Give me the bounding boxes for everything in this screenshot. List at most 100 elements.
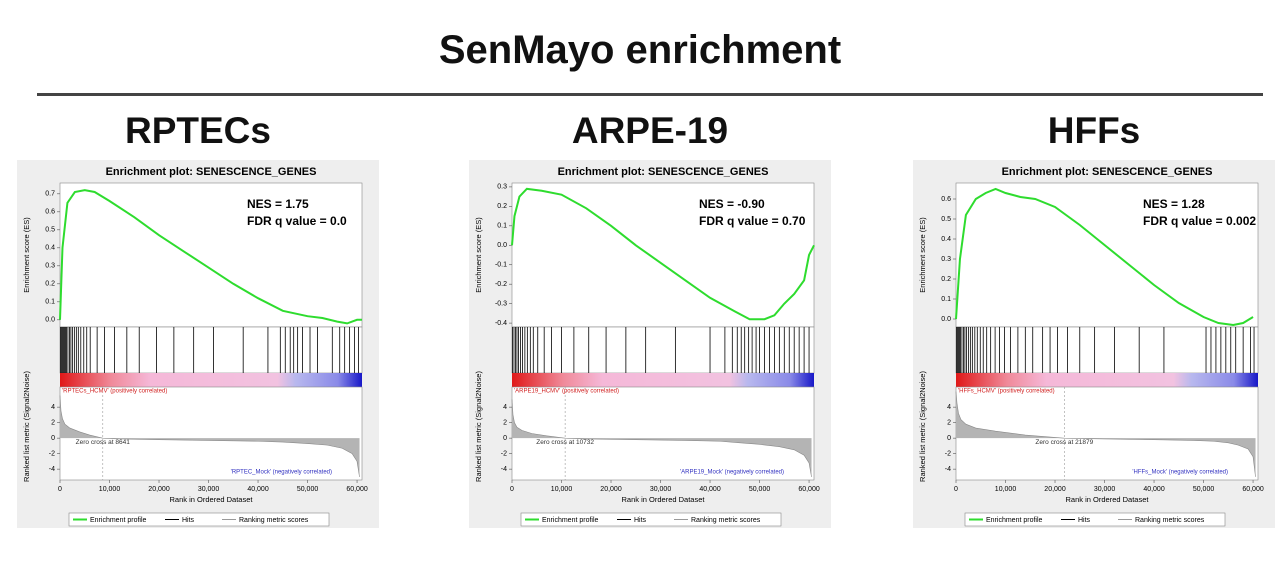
panel-heading: ARPE-19: [571, 110, 729, 151]
positive-label: 'HFFs_HCMV' (positively correlated): [958, 389, 1055, 395]
x-tick-label: 40,000: [1143, 486, 1165, 493]
legend-label: Enrichment profile: [90, 517, 147, 524]
annotation: FDR q value = 0.0: [247, 214, 347, 228]
metric-y-tick-label: -2: [501, 450, 507, 457]
x-tick-label: 30,000: [650, 486, 672, 493]
metric-y-tick-label: 2: [947, 419, 951, 426]
zero-cross-label: Zero cross at 10732: [536, 439, 594, 446]
legend-box: [964, 512, 1226, 527]
y-tick-label: 0.2: [941, 276, 951, 283]
legend-label: Hits: [634, 517, 647, 524]
negative-label: 'RPTEC_Mock' (negatively correlated): [231, 470, 332, 476]
x-tick-label: 10,000: [99, 486, 121, 493]
x-tick-label: 20,000: [1044, 486, 1066, 493]
hits-area: [511, 326, 815, 374]
y-tick-label: 0.5: [941, 216, 951, 223]
y-tick-label: -0.3: [495, 300, 507, 307]
x-axis-label: Rank in Ordered Dataset: [622, 495, 706, 504]
y-tick-label: 0.2: [45, 281, 55, 288]
y-tick-label: 0.0: [497, 242, 507, 249]
y-axis-label: Enrichment score (ES): [22, 217, 31, 293]
rank-color-bar: [60, 373, 362, 387]
x-tick-label: 50,000: [1193, 486, 1215, 493]
gsea-panel: Enrichment plot: SENESCENCE_GENES NES = 1…: [17, 160, 379, 528]
metric-y-tick-label: 2: [503, 419, 507, 426]
x-tick-label: 20,000: [148, 486, 170, 493]
y-tick-label: 0.1: [45, 299, 55, 306]
legend-label: Hits: [1078, 517, 1091, 524]
x-tick-label: 60,000: [1242, 486, 1264, 493]
y-tick-label: 0.4: [45, 245, 55, 252]
x-axis-label: Rank in Ordered Dataset: [1066, 495, 1150, 504]
legend-label: Ranking metric scores: [1135, 517, 1205, 524]
metric-y-tick-label: 2: [51, 419, 55, 426]
negative-label: 'ARPE19_Mock' (negatively correlated): [680, 470, 784, 476]
x-tick-label: 50,000: [749, 486, 771, 493]
zero-cross-label: Zero cross at 21879: [1035, 439, 1093, 446]
annotation: NES = 1.75: [247, 197, 309, 211]
es-area: [511, 182, 815, 328]
metric-area: [59, 386, 363, 481]
metric-y-axis-label: Ranked list metric (Signal2Noise): [22, 371, 31, 482]
legend-label: Ranking metric scores: [691, 517, 761, 524]
y-tick-label: 0.1: [941, 296, 951, 303]
x-tick-label: 0: [510, 486, 514, 493]
x-tick-label: 40,000: [247, 486, 269, 493]
annotation: FDR q value = 0.70: [699, 214, 806, 228]
plot-title: Enrichment plot: SENESCENCE_GENES: [558, 166, 769, 178]
metric-y-tick-label: 4: [51, 404, 55, 411]
plot-title: Enrichment plot: SENESCENCE_GENES: [1002, 166, 1213, 178]
x-tick-label: 10,000: [995, 486, 1017, 493]
y-tick-label: 0.3: [45, 263, 55, 270]
annotation: NES = 1.28: [1143, 197, 1205, 211]
panel-heading: HFFs: [1047, 110, 1141, 151]
x-tick-label: 10,000: [551, 486, 573, 493]
y-tick-label: 0.6: [45, 209, 55, 216]
legend-label: Enrichment profile: [986, 517, 1043, 524]
page-title: SenMayo enrichment: [438, 28, 842, 72]
y-tick-label: 0.5: [45, 227, 55, 234]
gsea-panel: Enrichment plot: SENESCENCE_GENES NES = -…: [469, 160, 831, 528]
hits-area: [955, 326, 1259, 374]
x-axis-label: Rank in Ordered Dataset: [170, 495, 254, 504]
y-tick-label: 0.7: [45, 191, 55, 198]
plot-title: Enrichment plot: SENESCENCE_GENES: [106, 166, 317, 178]
y-tick-label: 0.0: [45, 317, 55, 324]
es-area: [955, 182, 1259, 328]
x-tick-label: 20,000: [600, 486, 622, 493]
y-tick-label: 0.3: [941, 256, 951, 263]
y-axis-label: Enrichment score (ES): [918, 217, 927, 293]
metric-y-tick-label: 0: [503, 435, 507, 442]
metric-line: [511, 399, 812, 477]
x-tick-label: 50,000: [297, 486, 319, 493]
metric-y-tick-label: -4: [945, 466, 951, 473]
rank-color-bar: [956, 373, 1258, 387]
x-tick-label: 0: [954, 486, 958, 493]
title-rule: [37, 93, 1263, 96]
negative-label: 'HFFs_Mock' (negatively correlated): [1132, 470, 1228, 476]
x-tick-label: 60,000: [346, 486, 368, 493]
y-tick-label: 0.1: [497, 223, 507, 230]
gsea-panel: Enrichment plot: SENESCENCE_GENES NES = 1…: [913, 160, 1275, 528]
positive-label: 'RPTECs_HCMV' (positively correlated): [62, 389, 167, 395]
metric-y-tick-label: -4: [501, 466, 507, 473]
metric-fill: [512, 399, 812, 477]
hits-area: [59, 326, 363, 374]
y-tick-label: -0.2: [495, 281, 507, 288]
metric-line: [955, 391, 1256, 477]
enrichment-profile: [59, 189, 362, 325]
metric-y-tick-label: -4: [49, 466, 55, 473]
legend-box: [68, 512, 330, 527]
metric-y-tick-label: -2: [49, 450, 55, 457]
panel-heading: RPTECs: [125, 110, 271, 151]
metric-y-axis-label: Ranked list metric (Signal2Noise): [474, 371, 483, 482]
legend-label: Enrichment profile: [542, 517, 599, 524]
enrichment-profile: [511, 187, 815, 321]
x-tick-label: 0: [58, 486, 62, 493]
x-tick-label: 30,000: [198, 486, 220, 493]
y-tick-label: 0.2: [497, 203, 507, 210]
metric-area: [511, 386, 815, 481]
metric-y-tick-label: 0: [947, 435, 951, 442]
y-tick-label: 0.3: [497, 184, 507, 191]
